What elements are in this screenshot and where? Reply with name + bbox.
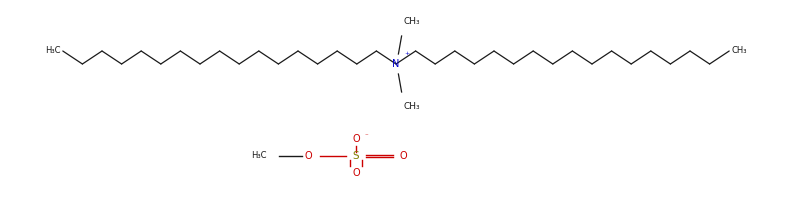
Text: O: O bbox=[304, 151, 312, 161]
Text: O: O bbox=[352, 168, 360, 178]
Text: O: O bbox=[352, 134, 360, 144]
Text: S: S bbox=[353, 151, 359, 161]
Text: CH₃: CH₃ bbox=[403, 17, 420, 26]
Text: CH₃: CH₃ bbox=[731, 46, 747, 55]
Text: H₃C: H₃C bbox=[45, 46, 60, 55]
Text: ⁻: ⁻ bbox=[365, 133, 369, 139]
Text: H₃C: H₃C bbox=[251, 152, 266, 160]
Text: CH₃: CH₃ bbox=[403, 102, 420, 111]
Text: N: N bbox=[392, 59, 400, 69]
Text: O: O bbox=[400, 151, 408, 161]
Text: +: + bbox=[404, 51, 410, 56]
